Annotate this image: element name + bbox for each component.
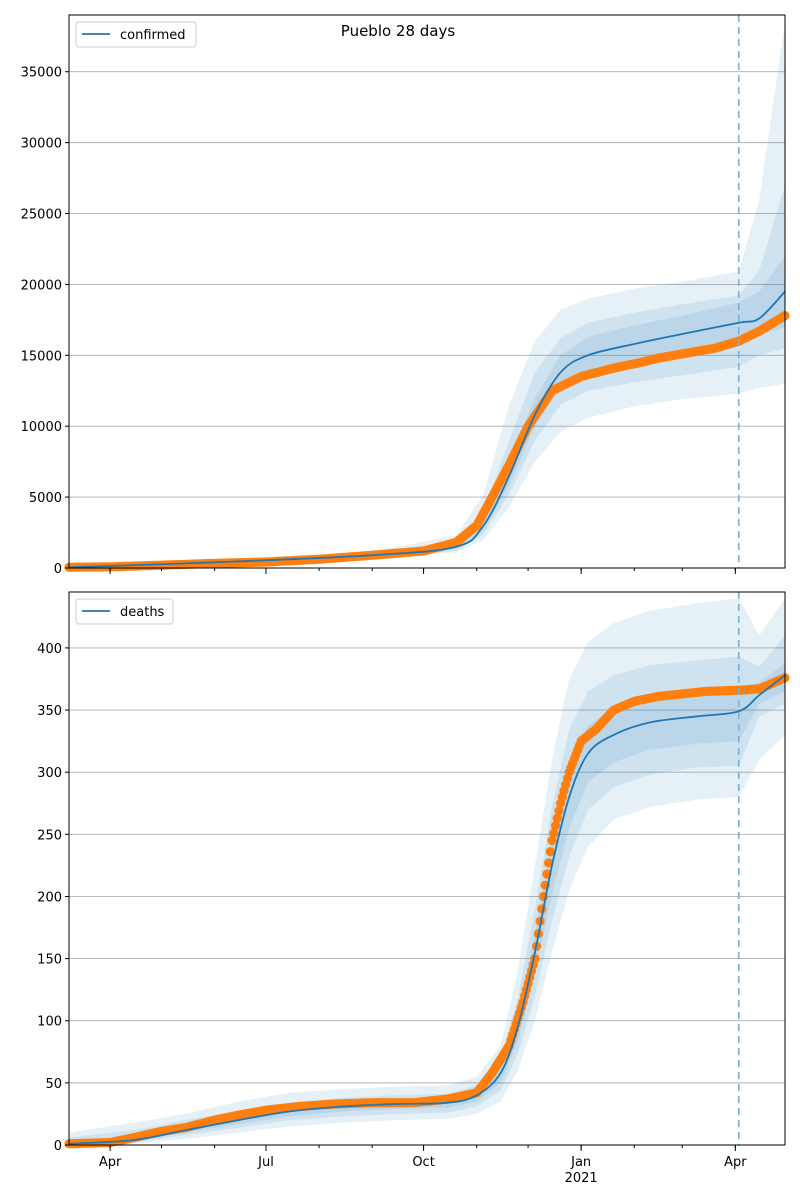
deaths-band-1 — [69, 598, 785, 1145]
deaths-y-tick-label: 100 — [37, 1015, 62, 1030]
deaths-y-tick-label: 400 — [37, 642, 62, 657]
deaths-band-3 — [69, 662, 785, 1145]
deaths-legend: deaths — [75, 598, 174, 625]
x-tick-label: Jan — [570, 1155, 591, 1170]
x-tick-label: Oct — [412, 1155, 434, 1170]
confirmed-plot-area — [69, 15, 785, 568]
deaths-observed-point — [554, 806, 564, 816]
deaths-y-tick-label: 0 — [54, 1139, 62, 1154]
deaths-observed-point — [544, 858, 554, 868]
deaths-y-tick-label: 200 — [37, 890, 62, 905]
deaths-legend-box — [75, 598, 174, 625]
deaths-uncertainty-bands — [69, 598, 785, 1145]
confirmed-x-axis — [109, 568, 736, 574]
confirmed-legend-label: confirmed — [120, 28, 186, 43]
confirmed-y-tick-label: 0 — [54, 562, 62, 577]
deaths-observed-point — [545, 847, 555, 857]
confirmed-y-tick-label: 5000 — [29, 491, 62, 506]
deaths-observed-point — [552, 813, 562, 823]
confirmed-axes-frame — [68, 14, 786, 569]
deaths-y-axis: 0 50 100 150 200 250 300 350 400 — [37, 642, 69, 1154]
deaths-plot-area — [69, 592, 785, 1145]
deaths-legend-label: deaths — [120, 605, 165, 620]
deaths-observed-point — [549, 828, 559, 838]
confirmed-model-line — [68, 290, 786, 569]
confirmed-y-tick-label: 15000 — [21, 349, 62, 364]
deaths-y-tick-label: 50 — [45, 1077, 62, 1092]
confirmed-panel: 0 5000 10000 15000 20000 25000 30000 35000 Pueb… — [21, 14, 790, 577]
deaths-observed-point — [535, 916, 545, 926]
deaths-model-line — [68, 674, 786, 1145]
deaths-observed-point — [550, 821, 561, 831]
deaths-observed-point — [547, 835, 557, 846]
confirmed-y-tick-label: 20000 — [21, 278, 62, 293]
x-tick-label: Apr — [724, 1155, 747, 1170]
confirmed-legend: confirmed — [75, 21, 197, 48]
confirmed-uncertainty-bands — [69, 22, 785, 568]
deaths-y-tick-label: 300 — [37, 766, 62, 781]
confirmed-gridlines — [69, 71, 785, 498]
confirmed-legend-box — [75, 21, 197, 48]
chart-title: Pueblo 28 days — [341, 22, 456, 40]
x-tick-label: Apr — [99, 1155, 122, 1170]
deaths-y-tick-label: 150 — [37, 953, 62, 968]
confirmed-band-2 — [69, 185, 785, 568]
x-axis-year-label: 2021 — [565, 1171, 598, 1186]
deaths-y-tick-label: 350 — [37, 704, 62, 719]
confirmed-y-tick-label: 25000 — [21, 208, 62, 223]
deaths-axes-frame — [68, 591, 786, 1146]
deaths-x-axis: Apr Jul Oct Jan Apr — [99, 1145, 747, 1170]
x-tick-label: Jul — [257, 1155, 274, 1170]
confirmed-y-tick-label: 35000 — [21, 66, 62, 81]
deaths-band-2 — [69, 635, 785, 1145]
confirmed-y-axis: 0 5000 10000 15000 20000 25000 30000 35000 — [21, 66, 69, 577]
confirmed-band-1 — [69, 22, 785, 568]
confirmed-y-tick-label: 30000 — [21, 137, 62, 152]
deaths-observed-point — [537, 904, 547, 914]
deaths-y-tick-label: 250 — [37, 828, 62, 843]
deaths-gridlines — [69, 647, 785, 1084]
confirmed-y-tick-label: 10000 — [21, 420, 62, 435]
confirmed-band-3 — [69, 256, 785, 568]
